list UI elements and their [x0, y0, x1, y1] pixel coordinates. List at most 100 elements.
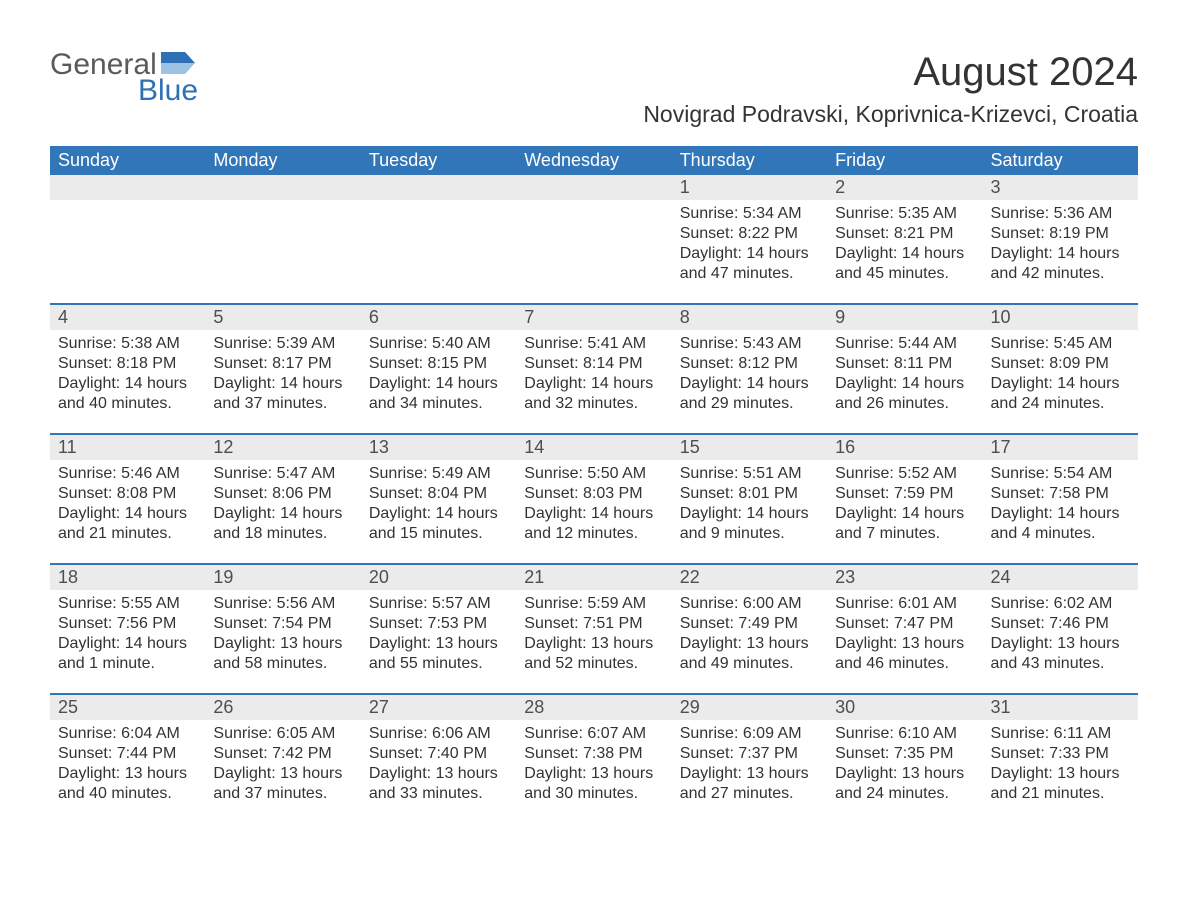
day-body: Sunrise: 5:46 AMSunset: 8:08 PMDaylight:… [50, 460, 205, 544]
day-number: 17 [983, 435, 1138, 460]
calendar-day: 25Sunrise: 6:04 AMSunset: 7:44 PMDayligh… [50, 695, 205, 813]
day-daylight: Daylight: 13 hours and 27 minutes. [680, 764, 819, 804]
calendar-day: 28Sunrise: 6:07 AMSunset: 7:38 PMDayligh… [516, 695, 671, 813]
day-body: Sunrise: 5:51 AMSunset: 8:01 PMDaylight:… [672, 460, 827, 544]
day-daylight: Daylight: 13 hours and 58 minutes. [213, 634, 352, 674]
day-sunrise: Sunrise: 5:59 AM [524, 594, 663, 614]
day-body: Sunrise: 6:01 AMSunset: 7:47 PMDaylight:… [827, 590, 982, 674]
calendar-day: 27Sunrise: 6:06 AMSunset: 7:40 PMDayligh… [361, 695, 516, 813]
day-sunrise: Sunrise: 6:11 AM [991, 724, 1130, 744]
day-daylight: Daylight: 14 hours and 47 minutes. [680, 244, 819, 284]
day-body: Sunrise: 5:52 AMSunset: 7:59 PMDaylight:… [827, 460, 982, 544]
day-number [361, 175, 516, 200]
calendar-day: 7Sunrise: 5:41 AMSunset: 8:14 PMDaylight… [516, 305, 671, 423]
calendar-day: 18Sunrise: 5:55 AMSunset: 7:56 PMDayligh… [50, 565, 205, 683]
dow-thursday: Thursday [672, 146, 827, 175]
day-daylight: Daylight: 13 hours and 52 minutes. [524, 634, 663, 674]
day-sunset: Sunset: 8:19 PM [991, 224, 1130, 244]
day-daylight: Daylight: 14 hours and 21 minutes. [58, 504, 197, 544]
day-sunset: Sunset: 7:56 PM [58, 614, 197, 634]
day-sunrise: Sunrise: 5:52 AM [835, 464, 974, 484]
calendar-day: 12Sunrise: 5:47 AMSunset: 8:06 PMDayligh… [205, 435, 360, 553]
calendar-day: 4Sunrise: 5:38 AMSunset: 8:18 PMDaylight… [50, 305, 205, 423]
day-sunset: Sunset: 7:33 PM [991, 744, 1130, 764]
logo: General Blue [50, 50, 198, 106]
day-number: 20 [361, 565, 516, 590]
calendar-day: 10Sunrise: 5:45 AMSunset: 8:09 PMDayligh… [983, 305, 1138, 423]
day-body: Sunrise: 6:05 AMSunset: 7:42 PMDaylight:… [205, 720, 360, 804]
calendar-day: 21Sunrise: 5:59 AMSunset: 7:51 PMDayligh… [516, 565, 671, 683]
day-sunrise: Sunrise: 5:34 AM [680, 204, 819, 224]
day-body: Sunrise: 5:50 AMSunset: 8:03 PMDaylight:… [516, 460, 671, 544]
day-body: Sunrise: 5:40 AMSunset: 8:15 PMDaylight:… [361, 330, 516, 414]
day-daylight: Daylight: 14 hours and 34 minutes. [369, 374, 508, 414]
calendar-day: 20Sunrise: 5:57 AMSunset: 7:53 PMDayligh… [361, 565, 516, 683]
day-daylight: Daylight: 14 hours and 24 minutes. [991, 374, 1130, 414]
day-sunset: Sunset: 8:14 PM [524, 354, 663, 374]
dow-saturday: Saturday [983, 146, 1138, 175]
day-number: 12 [205, 435, 360, 460]
day-number: 28 [516, 695, 671, 720]
weeks-container: 1Sunrise: 5:34 AMSunset: 8:22 PMDaylight… [50, 175, 1138, 813]
day-body: Sunrise: 5:54 AMSunset: 7:58 PMDaylight:… [983, 460, 1138, 544]
day-number: 22 [672, 565, 827, 590]
day-number: 16 [827, 435, 982, 460]
day-body: Sunrise: 5:34 AMSunset: 8:22 PMDaylight:… [672, 200, 827, 284]
page-title: August 2024 [643, 50, 1138, 95]
day-body: Sunrise: 5:56 AMSunset: 7:54 PMDaylight:… [205, 590, 360, 674]
day-sunrise: Sunrise: 5:36 AM [991, 204, 1130, 224]
day-sunrise: Sunrise: 5:46 AM [58, 464, 197, 484]
day-body: Sunrise: 6:00 AMSunset: 7:49 PMDaylight:… [672, 590, 827, 674]
day-number: 4 [50, 305, 205, 330]
day-sunset: Sunset: 8:15 PM [369, 354, 508, 374]
day-daylight: Daylight: 14 hours and 7 minutes. [835, 504, 974, 544]
day-body [516, 200, 671, 204]
calendar-day: 15Sunrise: 5:51 AMSunset: 8:01 PMDayligh… [672, 435, 827, 553]
dow-friday: Friday [827, 146, 982, 175]
day-number: 19 [205, 565, 360, 590]
calendar-day: 2Sunrise: 5:35 AMSunset: 8:21 PMDaylight… [827, 175, 982, 293]
calendar-day: 5Sunrise: 5:39 AMSunset: 8:17 PMDaylight… [205, 305, 360, 423]
day-daylight: Daylight: 14 hours and 37 minutes. [213, 374, 352, 414]
day-body: Sunrise: 5:44 AMSunset: 8:11 PMDaylight:… [827, 330, 982, 414]
calendar-day: 9Sunrise: 5:44 AMSunset: 8:11 PMDaylight… [827, 305, 982, 423]
day-sunrise: Sunrise: 5:35 AM [835, 204, 974, 224]
day-sunrise: Sunrise: 5:43 AM [680, 334, 819, 354]
calendar-day: 14Sunrise: 5:50 AMSunset: 8:03 PMDayligh… [516, 435, 671, 553]
calendar-day: 26Sunrise: 6:05 AMSunset: 7:42 PMDayligh… [205, 695, 360, 813]
day-number: 8 [672, 305, 827, 330]
day-body: Sunrise: 6:07 AMSunset: 7:38 PMDaylight:… [516, 720, 671, 804]
day-daylight: Daylight: 13 hours and 43 minutes. [991, 634, 1130, 674]
calendar: Sunday Monday Tuesday Wednesday Thursday… [50, 146, 1138, 813]
day-sunrise: Sunrise: 6:06 AM [369, 724, 508, 744]
day-number [516, 175, 671, 200]
day-body: Sunrise: 5:59 AMSunset: 7:51 PMDaylight:… [516, 590, 671, 674]
day-number: 13 [361, 435, 516, 460]
day-daylight: Daylight: 14 hours and 45 minutes. [835, 244, 974, 284]
day-daylight: Daylight: 14 hours and 32 minutes. [524, 374, 663, 414]
calendar-day: 16Sunrise: 5:52 AMSunset: 7:59 PMDayligh… [827, 435, 982, 553]
calendar-day: 22Sunrise: 6:00 AMSunset: 7:49 PMDayligh… [672, 565, 827, 683]
day-sunrise: Sunrise: 6:09 AM [680, 724, 819, 744]
day-daylight: Daylight: 14 hours and 26 minutes. [835, 374, 974, 414]
day-sunrise: Sunrise: 5:51 AM [680, 464, 819, 484]
day-sunset: Sunset: 8:12 PM [680, 354, 819, 374]
day-sunrise: Sunrise: 6:04 AM [58, 724, 197, 744]
day-daylight: Daylight: 14 hours and 42 minutes. [991, 244, 1130, 284]
day-sunrise: Sunrise: 6:10 AM [835, 724, 974, 744]
calendar-day: 1Sunrise: 5:34 AMSunset: 8:22 PMDaylight… [672, 175, 827, 293]
dow-wednesday: Wednesday [516, 146, 671, 175]
day-sunset: Sunset: 8:03 PM [524, 484, 663, 504]
day-number: 2 [827, 175, 982, 200]
day-number: 7 [516, 305, 671, 330]
day-number: 29 [672, 695, 827, 720]
day-daylight: Daylight: 13 hours and 37 minutes. [213, 764, 352, 804]
day-body: Sunrise: 5:35 AMSunset: 8:21 PMDaylight:… [827, 200, 982, 284]
day-number: 14 [516, 435, 671, 460]
day-number [205, 175, 360, 200]
day-sunset: Sunset: 7:51 PM [524, 614, 663, 634]
day-sunrise: Sunrise: 5:54 AM [991, 464, 1130, 484]
day-number: 26 [205, 695, 360, 720]
day-number: 6 [361, 305, 516, 330]
day-body: Sunrise: 6:10 AMSunset: 7:35 PMDaylight:… [827, 720, 982, 804]
